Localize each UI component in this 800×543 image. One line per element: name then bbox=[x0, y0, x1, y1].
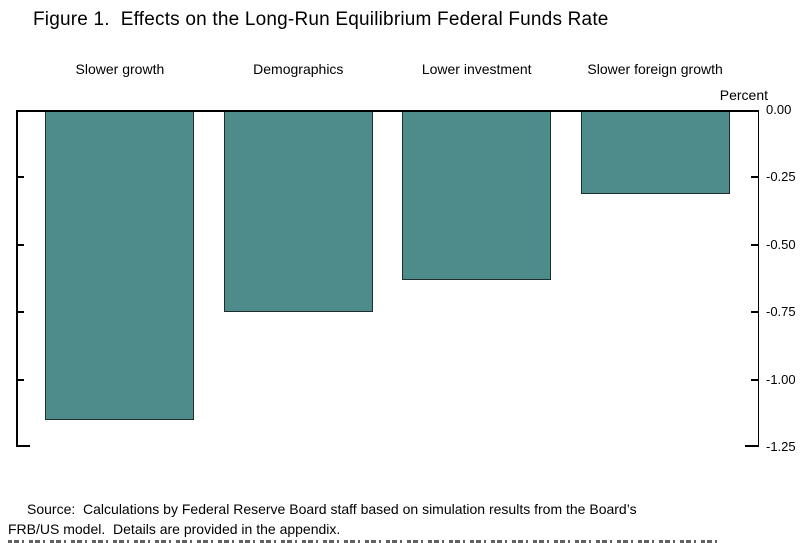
y-tick-label: -0.50 bbox=[766, 236, 796, 252]
bar-slower-foreign-growth bbox=[580, 110, 730, 194]
y-tick-label: -0.75 bbox=[766, 304, 796, 320]
zero-line bbox=[16, 110, 759, 112]
y-tick-label: -1.00 bbox=[766, 371, 796, 387]
right-axis-tick bbox=[751, 243, 759, 246]
y-tick-label: 0.00 bbox=[766, 102, 792, 117]
y-axis-left bbox=[16, 110, 18, 447]
category-label: Slower growth bbox=[75, 61, 165, 77]
category-label: Demographics bbox=[253, 61, 344, 77]
left-axis-tick bbox=[16, 378, 24, 381]
source-note-line-2: FRB/US model. Details are provided in th… bbox=[8, 521, 341, 537]
left-axis-tick bbox=[16, 243, 24, 246]
y-tick-label: -0.25 bbox=[766, 169, 796, 185]
left-axis-tick bbox=[16, 176, 24, 179]
right-axis-tick bbox=[751, 378, 759, 381]
clipped-text-line bbox=[8, 540, 720, 543]
y-axis-unit-label: Percent bbox=[719, 87, 768, 103]
y-tick-label: -1.25 bbox=[766, 439, 796, 454]
source-note-line-1: Source: Calculations by Federal Reserve … bbox=[27, 501, 637, 517]
category-labels-row: Slower growth Demographics Lower investmen… bbox=[0, 61, 800, 79]
right-axis-tick bbox=[751, 176, 759, 179]
left-axis-tick bbox=[16, 445, 30, 447]
category-label: Lower investment bbox=[421, 61, 532, 77]
figure-title: Figure 1. Effects on the Long-Run Equili… bbox=[33, 9, 609, 30]
y-axis-right bbox=[757, 110, 759, 447]
bar-demographics bbox=[223, 110, 373, 313]
left-axis-tick bbox=[16, 311, 24, 314]
plot-area: 0.00 -0.25 -0.50 -0.75 -1.00 -1.25 bbox=[16, 102, 796, 454]
right-axis-tick bbox=[751, 311, 759, 314]
category-label: Slower foreign growth bbox=[587, 61, 723, 77]
bar-slower-growth bbox=[45, 110, 195, 420]
bar-lower-investment bbox=[402, 110, 552, 280]
right-axis-tick bbox=[745, 445, 759, 447]
